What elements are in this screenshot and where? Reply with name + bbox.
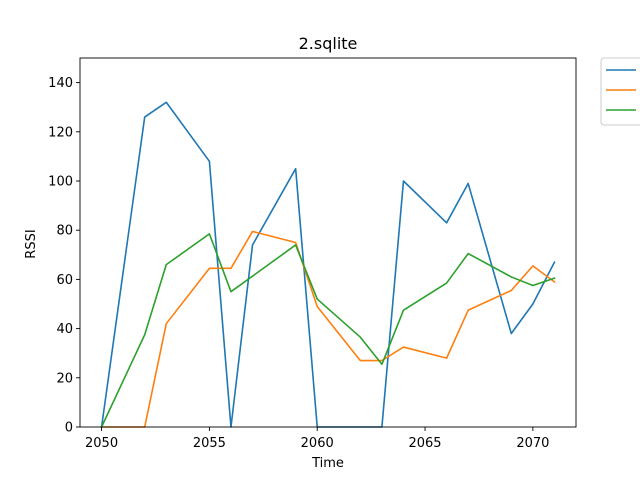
y-tick-label: 40 xyxy=(56,322,73,337)
y-tick-label: 100 xyxy=(48,175,73,190)
x-tick-label: 2060 xyxy=(301,436,334,451)
legend xyxy=(600,57,640,126)
series-line-3 xyxy=(100,233,556,429)
y-tick-label: 80 xyxy=(56,224,73,239)
y-tick-label: 120 xyxy=(48,125,73,140)
x-tick-label: 2055 xyxy=(193,436,226,451)
x-tick-label: 2065 xyxy=(408,436,441,451)
series-line-2 xyxy=(100,230,556,428)
x-tick-label: 2070 xyxy=(516,436,549,451)
y-tick-label: 20 xyxy=(56,371,73,386)
x-tick-label: 2050 xyxy=(85,436,118,451)
y-tick-label: 140 xyxy=(48,76,73,91)
y-tick-label: 60 xyxy=(56,273,73,288)
chart-title: 2.sqlite xyxy=(299,34,358,53)
legend-box xyxy=(600,57,640,126)
x-axis-label: Time xyxy=(311,456,344,471)
y-axis-label: RSSI xyxy=(24,229,39,258)
axes: 2050 2055 2060 2065 2070 0 20 40 60 80 100 120 140 xyxy=(48,57,577,451)
y-tick-label: 0 xyxy=(65,421,73,436)
plot-frame xyxy=(79,57,577,428)
